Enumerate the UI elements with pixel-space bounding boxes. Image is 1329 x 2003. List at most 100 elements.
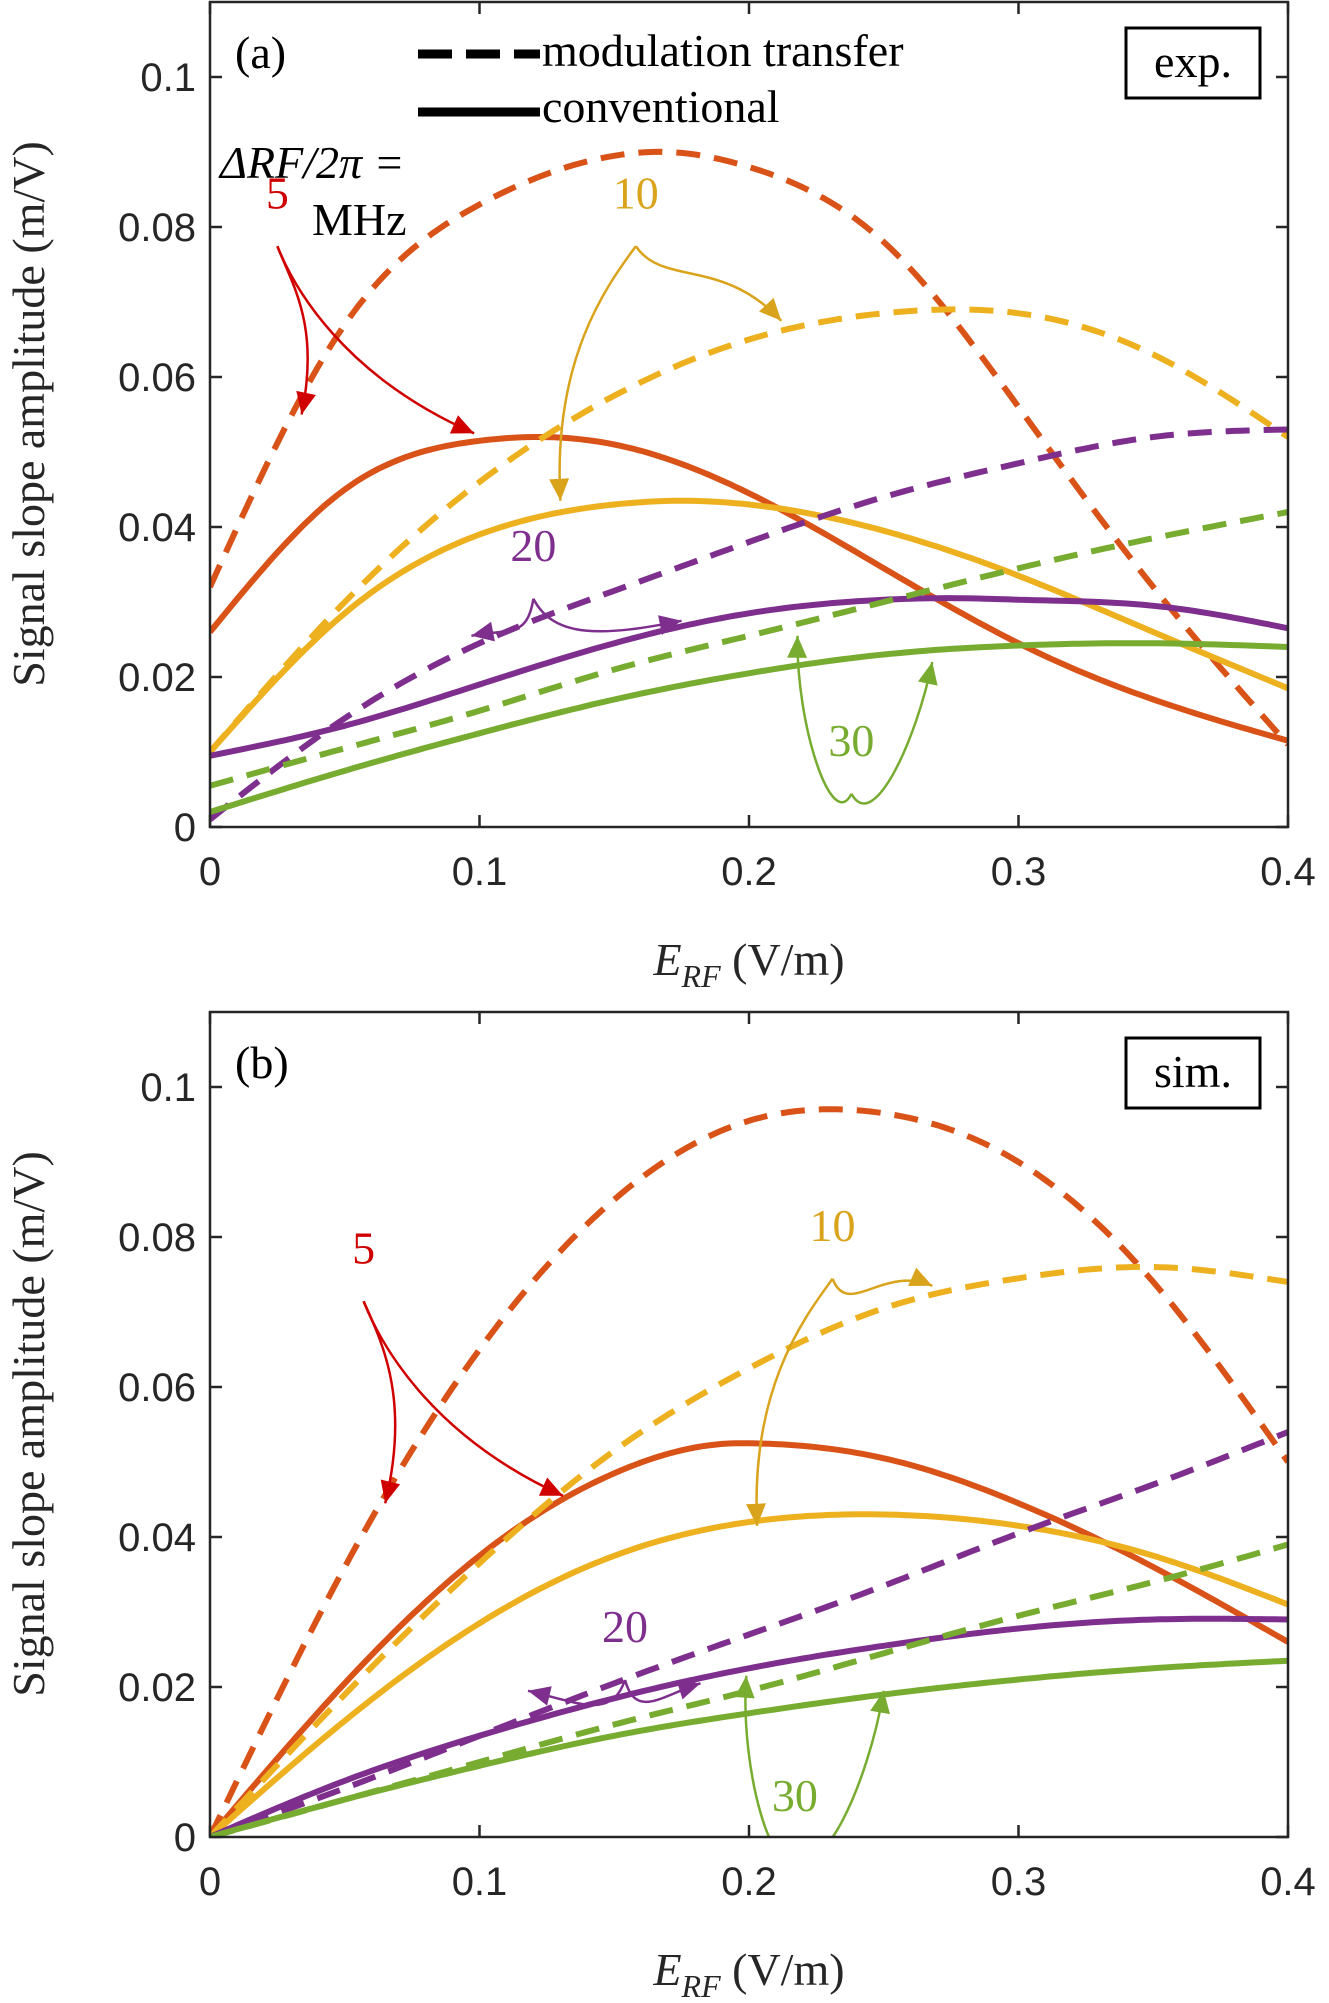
panel-a-experiment: 0 0.1 0.2 0.3 0.4 0 0.02 0.04 0.06 0.08 0.1 5 10 20 3… xyxy=(3,0,1316,994)
panel-a-ticks: 0 0.1 0.2 0.3 0.4 0 0.02 0.04 0.06 0.08 0.1 xyxy=(118,2,1316,894)
annotation-arrow-5 xyxy=(276,245,475,435)
annotation-arrowhead-5 xyxy=(296,390,316,415)
legend-solid-label: conventional xyxy=(542,81,780,132)
series-30mhz-modulation-transfer xyxy=(210,1541,1288,1837)
panel-a-legend: modulation transfer conventional xyxy=(418,25,904,132)
series-10mhz-modulation-transfer xyxy=(210,306,1288,754)
panel-b-xlabel-subscript: RF xyxy=(681,1968,722,2003)
annotation-label-10: 10 xyxy=(613,167,659,218)
annotation-label-30: 30 xyxy=(828,715,874,766)
panel-b-badge-text: sim. xyxy=(1154,1046,1232,1097)
annotation-arrowhead-5 xyxy=(449,415,475,434)
y-tick-label: 0.08 xyxy=(118,1216,196,1260)
panel-b-ticks: 0 0.1 0.2 0.3 0.4 0 0.02 0.04 0.06 0.08 0.1 xyxy=(118,1012,1316,1904)
annotation-label-5: 5 xyxy=(352,1222,375,1273)
panel-a-label: (a) xyxy=(235,27,286,78)
panel-b-xlabel-units: (V/m) xyxy=(721,1944,845,1995)
x-tick-label: 0 xyxy=(199,850,221,894)
panel-b-xlabel-symbol: E xyxy=(652,1944,681,1995)
panel-a-xlabel-subscript: RF xyxy=(681,958,722,994)
annotation-arrow-30 xyxy=(796,635,853,804)
annotation-arrowhead-30 xyxy=(734,1675,755,1699)
annotation-arrowhead-10 xyxy=(908,1267,933,1286)
annotation-label-20: 20 xyxy=(510,520,556,571)
panel-b-simulation: 0 0.1 0.2 0.3 0.4 0 0.02 0.04 0.06 0.08 0.1 5 10 20 3… xyxy=(3,1010,1316,2003)
y-tick-label: 0.1 xyxy=(140,56,196,100)
x-tick-label: 0.3 xyxy=(991,1860,1047,1904)
panel-b-axes-box xyxy=(208,1010,1290,1839)
y-tick-label: 0 xyxy=(174,806,196,850)
annotation-arrow-10 xyxy=(558,245,637,501)
annotation-arrow-20 xyxy=(532,598,682,633)
panel-b-badge: sim. xyxy=(1124,1036,1262,1110)
series-20mhz-modulation-transfer xyxy=(210,426,1288,822)
y-tick-label: 0.02 xyxy=(118,1666,196,1710)
x-tick-label: 0.4 xyxy=(1260,1860,1316,1904)
panel-a-badge-text: exp. xyxy=(1154,36,1232,87)
series-30mhz-conventional xyxy=(210,640,1288,815)
series-10mhz-conventional xyxy=(210,1511,1288,1837)
annotation-arrow-10 xyxy=(634,245,783,322)
y-tick-label: 0.1 xyxy=(140,1066,196,1110)
legend-dashed-label: modulation transfer xyxy=(542,25,904,76)
annotation-arrow-30 xyxy=(744,1675,771,1837)
panel-a-series xyxy=(210,148,1288,822)
annotation-arrowhead-30 xyxy=(787,635,808,658)
series-30mhz-modulation-transfer xyxy=(210,509,1288,789)
y-tick-label: 0.04 xyxy=(118,1516,196,1560)
panel-a-xlabel-symbol: E xyxy=(652,934,681,985)
annotation-arrowhead-20 xyxy=(528,1686,552,1706)
annotation-arrowhead-20 xyxy=(658,615,682,635)
panel-b-xlabel: ERF (V/m) xyxy=(652,1944,844,2003)
x-tick-label: 0.1 xyxy=(452,1860,508,1904)
panel-a-ylabel: Signal slope amplitude (m/V) xyxy=(3,141,54,687)
x-tick-label: 0.2 xyxy=(721,850,777,894)
series-5mhz-conventional xyxy=(210,434,1288,744)
panel-b-label: (b) xyxy=(235,1037,289,1088)
annotation-arrow-5 xyxy=(362,1300,564,1497)
annotation-arrow-30 xyxy=(850,661,934,805)
y-tick-label: 0.02 xyxy=(118,656,196,700)
series-10mhz-conventional xyxy=(210,497,1288,754)
annotation-arrow-5 xyxy=(276,245,309,415)
panel-a-annotation-labels: 5 10 20 30 xyxy=(266,167,875,766)
annotation-label-20: 20 xyxy=(602,1601,648,1652)
x-tick-label: 0.2 xyxy=(721,1860,777,1904)
series-30mhz-conventional xyxy=(210,1657,1288,1837)
annotation-arrow-10 xyxy=(755,1278,834,1526)
panel-a-badge-box xyxy=(1124,26,1262,100)
annotation-arrowhead-10 xyxy=(549,478,570,501)
annotation-label-5: 5 xyxy=(266,167,289,218)
annotation-arrowhead-20 xyxy=(676,1680,701,1700)
x-tick-label: 0 xyxy=(199,1860,221,1904)
x-tick-label: 0.4 xyxy=(1260,850,1316,894)
annotation-label-10: 10 xyxy=(810,1200,856,1251)
panel-a-annotation-arrows xyxy=(276,245,938,805)
detuning-header: ΔRF/2π = xyxy=(218,137,405,188)
series-5mhz-modulation-transfer xyxy=(210,1106,1288,1837)
annotation-arrow-5 xyxy=(362,1300,397,1504)
panel-b-annotation-labels: 5 10 20 30 xyxy=(352,1200,855,1821)
annotation-arrowhead-30 xyxy=(870,1690,890,1715)
detuning-unit: MHz xyxy=(312,194,407,245)
annotation-arrowhead-10 xyxy=(746,1503,766,1526)
x-tick-label: 0.3 xyxy=(991,850,1047,894)
series-20mhz-modulation-transfer xyxy=(210,1429,1288,1837)
panel-a-xlabel-units: (V/m) xyxy=(721,934,845,985)
series-20mhz-conventional xyxy=(210,1615,1288,1837)
y-tick-label: 0.06 xyxy=(118,1366,196,1410)
y-tick-label: 0.04 xyxy=(118,506,196,550)
panel-a-xlabel: ERF (V/m) xyxy=(652,934,844,994)
panel-b-ylabel: Signal slope amplitude (m/V) xyxy=(3,1151,54,1697)
annotation-label-30: 30 xyxy=(772,1770,818,1821)
annotation-arrowhead-20 xyxy=(471,621,495,642)
annotation-arrow-30 xyxy=(831,1690,886,1837)
panel-b-annotation-arrows xyxy=(362,1267,933,1837)
annotation-arrowhead-30 xyxy=(918,662,938,686)
y-tick-label: 0.08 xyxy=(118,206,196,250)
annotation-arrowhead-5 xyxy=(538,1477,563,1496)
y-tick-label: 0 xyxy=(174,1816,196,1860)
y-tick-label: 0.06 xyxy=(118,356,196,400)
series-20mhz-conventional xyxy=(210,595,1288,759)
